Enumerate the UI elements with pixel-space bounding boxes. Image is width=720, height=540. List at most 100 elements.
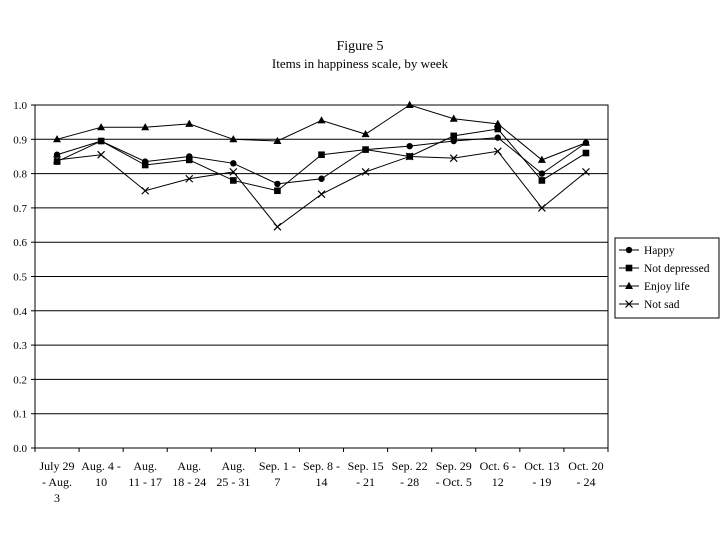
legend-label: Not sad (644, 299, 680, 311)
data-point-not-depressed (494, 125, 502, 133)
x-tick-label-line: Oct. 20 (568, 459, 603, 473)
legend-marker (625, 281, 633, 289)
legend-marker (625, 264, 633, 272)
marker-stroke (582, 167, 590, 176)
legend-marker (625, 246, 633, 254)
legend-item-enjoy-life: Enjoy life (619, 281, 690, 293)
x-tick-label-line: - Oct. 5 (436, 475, 472, 489)
x-tick-label-line: 18 - 24 (172, 475, 206, 489)
data-point-enjoy-life (185, 119, 194, 127)
x-tick-label-line: Aug. (133, 459, 157, 473)
data-point-not-depressed (538, 177, 546, 184)
x-tick-label-line: - 28 (400, 475, 419, 489)
data-point-enjoy-life (97, 123, 106, 131)
legend-item-happy: Happy (619, 245, 675, 257)
x-tick-label-line: - 24 (576, 475, 595, 489)
x-tick-label: Aug. 18 - 24 (172, 459, 206, 489)
data-point-enjoy-life (317, 116, 326, 124)
y-tick-label: 0.6 (13, 237, 27, 249)
data-point-not-depressed (450, 132, 458, 140)
data-point-not-sad (537, 203, 546, 212)
data-point-not-depressed (53, 158, 61, 165)
data-point-not-depressed (362, 146, 369, 153)
marker-stroke (317, 190, 326, 199)
x-tick-label: Aug. 4 - 10 (81, 459, 121, 489)
data-point-happy (230, 160, 237, 167)
data-point-not-depressed (230, 177, 237, 184)
marker-stroke (361, 167, 370, 176)
x-tick-label: Sep. 15 - 21 (348, 459, 384, 489)
x-tick-label-line: Sep. 1 - (259, 459, 296, 473)
data-point-enjoy-life (449, 114, 458, 122)
marker-stroke (273, 222, 282, 231)
data-point-not-depressed (185, 156, 193, 164)
data-point-not-depressed (141, 161, 149, 169)
legend-label: Not depressed (644, 263, 710, 275)
marker-stroke (97, 150, 106, 159)
x-tick-label-line: 11 - 17 (128, 475, 162, 489)
plot-frame (34, 104, 609, 449)
x-tick-label-line: Aug. 4 - (81, 459, 121, 473)
y-tick-label: 0.3 (13, 340, 27, 352)
data-point-not-depressed (318, 151, 325, 159)
marker-stroke (537, 203, 546, 212)
data-point-enjoy-life (53, 135, 62, 143)
marker-stroke (53, 155, 61, 164)
x-tick-label-line: Sep. 8 - (303, 459, 340, 473)
x-tick-label: Oct. 13 - 19 (524, 459, 559, 489)
x-tick-label-line: - 19 (532, 475, 551, 489)
x-tick-label-line: Oct. 6 - (480, 459, 516, 473)
x-tick-label: Sep. 1 - 7 (259, 459, 296, 489)
y-tick-labels: 0.0 0.1 0.2 0.3 0.4 0.5 0.6 0.7 0.8 0.9 1.0 (13, 100, 27, 455)
x-tick-label-line: 7 (274, 475, 280, 489)
x-tick-label-line: Sep. 29 (436, 459, 472, 473)
data-point-enjoy-life (361, 129, 370, 138)
x-tick-label-line: Sep. 22 (392, 459, 428, 473)
y-tick-label: 1.0 (13, 100, 27, 112)
marker-stroke (493, 147, 502, 156)
x-tick-label-line: 12 (492, 475, 504, 489)
marker-stroke (229, 167, 238, 176)
x-tick-label-line: 25 - 31 (216, 475, 250, 489)
marker-stroke (625, 300, 633, 308)
series-not-depressed (53, 125, 590, 195)
y-tick-label: 0.2 (13, 374, 27, 386)
data-point-not-sad (273, 222, 282, 231)
legend: Happy Not depressed Enjoy life Not sad (614, 237, 720, 319)
data-point-not-sad (97, 150, 106, 159)
y-tick-label: 0.9 (13, 134, 27, 146)
data-point-not-sad (53, 155, 61, 164)
x-tick-label: Oct. 6 - 12 (480, 459, 516, 489)
x-tick-label-line: 10 (95, 475, 107, 489)
data-point-enjoy-life (141, 123, 150, 131)
y-tick-label: 0.7 (13, 203, 27, 215)
data-point-enjoy-life (405, 100, 414, 108)
legend-marker (625, 300, 633, 308)
y-tick-label: 0.1 (13, 409, 27, 421)
data-point-happy (494, 134, 502, 141)
data-point-not-sad (405, 152, 414, 161)
data-point-enjoy-life (581, 138, 590, 146)
x-tick-label-line: Sep. 15 (348, 459, 384, 473)
data-point-happy (450, 137, 457, 145)
x-tick-label: Oct. 20 - 24 (568, 459, 603, 489)
series-enjoy-life (53, 100, 590, 163)
legend-item-not-sad: Not sad (619, 299, 680, 311)
marker-stroke (449, 154, 458, 163)
legend-label: Enjoy life (644, 281, 690, 293)
data-point-happy (538, 170, 546, 177)
y-tick-label: 0.0 (13, 443, 27, 455)
x-tick-label: Aug. 11 - 17 (128, 459, 162, 489)
x-tick-label-line: Aug. (177, 459, 201, 473)
legend-box (614, 237, 720, 319)
y-tick-label: 0.5 (13, 272, 27, 284)
series-lines (53, 100, 590, 231)
data-point-not-sad (361, 167, 370, 176)
x-tick-label-line: - Aug. (42, 475, 72, 489)
x-tick-label: Sep. 29 - Oct. 5 (436, 459, 472, 489)
data-point-enjoy-life (493, 119, 502, 127)
x-tick-label: July 29 - Aug. 3 (40, 459, 75, 505)
data-point-not-sad (493, 147, 502, 156)
x-tick-label: Sep. 22 - 28 (392, 459, 428, 489)
